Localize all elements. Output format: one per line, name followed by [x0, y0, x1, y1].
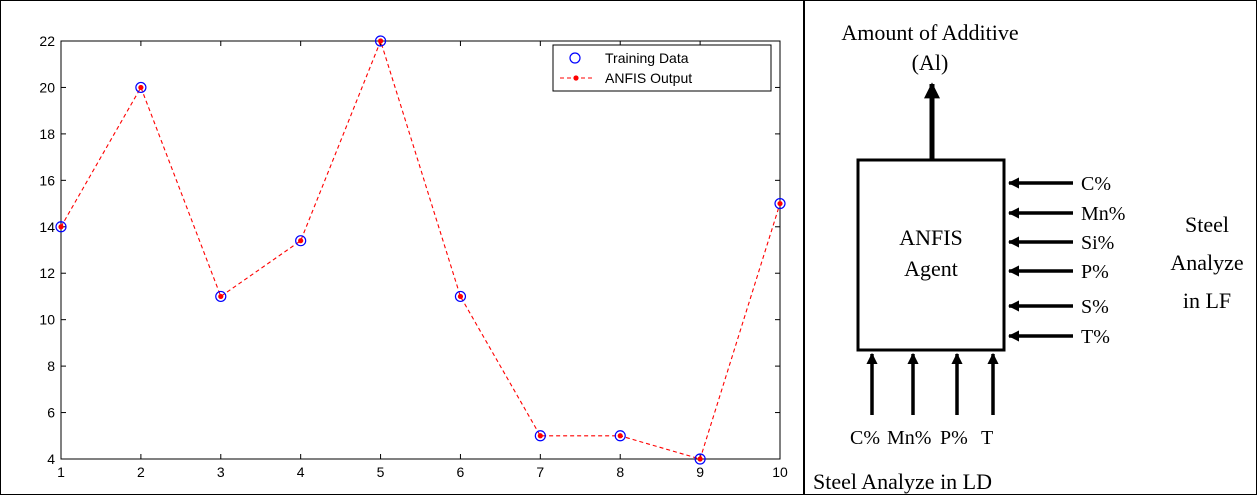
output-label-line1: Amount of Additive: [841, 20, 1018, 45]
agent-label-line1: ANFIS: [899, 225, 963, 250]
diagram-panel: Amount of Additive (Al) ANFIS Agent C% Mn…: [805, 0, 1257, 495]
lf-input-label: Mn%: [1081, 203, 1125, 225]
y-tick-label: 6: [47, 405, 55, 421]
anfis-agent-box: [856, 158, 1006, 352]
legend: Training Data ANFIS Output: [552, 44, 772, 92]
y-tick-label: 8: [47, 358, 55, 374]
legend-training-marker: [569, 52, 581, 64]
agent-label-line2: Agent: [904, 256, 958, 281]
y-tick-label: 22: [39, 33, 55, 49]
anfis-output-point: [617, 433, 623, 439]
training-data-point: [534, 430, 546, 442]
anfis-output-point: [697, 456, 703, 462]
x-tick-label: 10: [772, 464, 788, 480]
anfis-output-point: [218, 293, 224, 300]
panel-divider: [803, 0, 805, 495]
training-data-point: [374, 35, 387, 47]
ld-input-label: Mn%: [887, 427, 931, 449]
anfis-output-point: [457, 293, 464, 300]
x-tick-label: 9: [696, 464, 704, 480]
training-data-point: [454, 290, 467, 303]
training-data-point: [135, 81, 147, 94]
legend-training-label: Training Data: [605, 50, 689, 66]
lf-group-label-line2: Analyze: [1170, 250, 1243, 275]
training-data-point: [295, 235, 307, 247]
anfis-output-point: [138, 84, 144, 91]
y-tick-label: 10: [39, 312, 55, 328]
anfis-block-diagram: Amount of Additive (Al) ANFIS Agent C% Mn…: [813, 20, 1244, 494]
x-tick-label: 3: [217, 464, 225, 480]
ld-input-label: T: [981, 427, 993, 449]
legend-anfis-marker: [573, 75, 579, 81]
ld-input-labels: C% Mn% P% T: [850, 427, 993, 449]
ld-input-arrows: [866, 352, 999, 415]
ld-input-label: C%: [850, 427, 880, 449]
x-tick-label: 6: [457, 464, 465, 480]
lf-input-arrows: [1007, 177, 1073, 342]
legend-box: [552, 44, 772, 92]
lf-group-label-line3: in LF: [1183, 288, 1231, 313]
lf-input-labels: C% Mn% Si% P% S% T%: [1081, 173, 1125, 348]
lf-input-label: C%: [1081, 173, 1111, 195]
plot-area: [60, 40, 781, 460]
anfis-output-point: [58, 224, 64, 230]
training-data-point: [694, 453, 706, 465]
x-tick-label: 4: [297, 464, 305, 480]
y-tick-label: 20: [39, 79, 55, 95]
training-data-point: [774, 197, 786, 210]
anfis-output-point: [777, 200, 783, 207]
training-data-point: [614, 430, 626, 442]
x-tick-label: 2: [137, 464, 145, 480]
x-tick-label: 8: [616, 464, 624, 480]
legend-anfis-label: ANFIS Output: [605, 70, 692, 86]
chart-panel: 1 2 3 4 5 6 7 8 9 10 4 6 8 10 12 14 16 18 20 22 Training Da…: [39, 33, 788, 480]
ld-input-label: P%: [940, 427, 968, 449]
lf-group-label-line1: Steel: [1185, 212, 1229, 237]
y-tick-label: 12: [39, 265, 55, 281]
x-tick-label: 7: [536, 464, 544, 480]
y-tick-label: 14: [39, 219, 55, 235]
lf-input-label: P%: [1081, 261, 1109, 283]
training-data-point: [55, 221, 67, 233]
y-tick-label: 18: [39, 126, 55, 142]
lf-input-label: S%: [1081, 296, 1109, 318]
y-tick-label: 4: [47, 451, 55, 467]
x-tick-label: 1: [57, 464, 65, 480]
anfis-output-point: [377, 38, 384, 44]
anfis-output-series: [58, 38, 783, 462]
x-tick-label: 5: [377, 464, 385, 480]
training-data-point: [215, 290, 227, 303]
anfis-output-point: [298, 238, 304, 244]
lf-input-label: T%: [1081, 326, 1110, 348]
ld-group-label: Steel Analyze in LD: [813, 469, 992, 494]
training-data-series: [55, 35, 786, 465]
y-tick-label: 16: [39, 172, 55, 188]
output-label-line2: (Al): [912, 50, 949, 75]
anfis-output-point: [537, 433, 543, 439]
anfis-output-line: [60, 39, 781, 460]
lf-input-label: Si%: [1081, 232, 1114, 254]
